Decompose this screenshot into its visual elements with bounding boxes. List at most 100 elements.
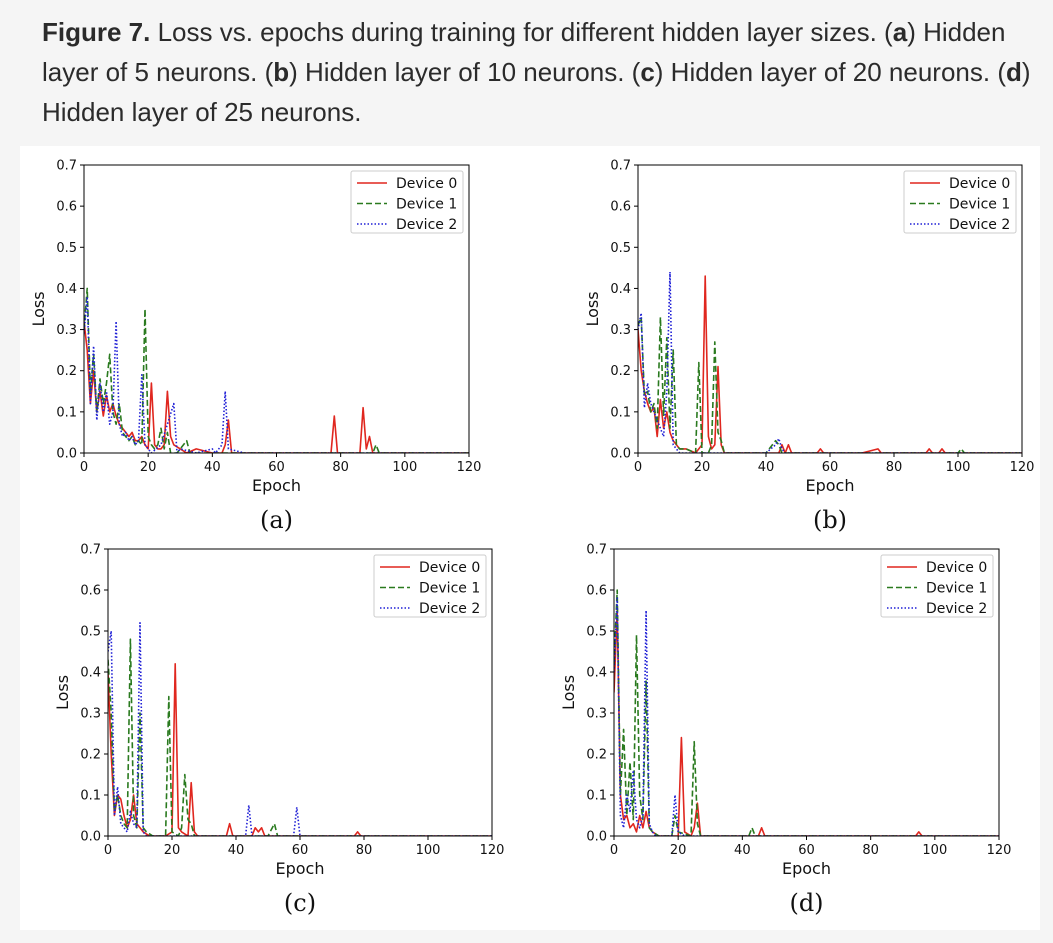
legend-b: Device 0 Device 1 Device 2	[903, 170, 1017, 234]
y-tick-label: 0.6	[80, 584, 101, 599]
x-axis-label: Epoch	[782, 859, 831, 878]
y-tick-label: 0.0	[610, 447, 631, 462]
series-line-device-0	[638, 275, 1022, 453]
legend-label-device-2: Device 2	[926, 601, 987, 617]
y-tick-label: 0.7	[586, 543, 607, 558]
legend-a: Device 0 Device 1 Device 2	[350, 170, 464, 234]
series-line-device-0	[84, 321, 469, 453]
subpanel-label-d: (d)	[789, 889, 823, 917]
x-tick-label: 0	[634, 460, 642, 475]
y-tick-label: 0.0	[80, 830, 101, 845]
series-line-device-1	[84, 287, 469, 453]
subpanel-label-c: (c)	[284, 889, 316, 917]
y-tick-label: 0.2	[80, 748, 101, 763]
caption-text-2: ) Hidden layer of 5 neurons. (	[42, 17, 1006, 87]
x-tick-label: 80	[886, 460, 903, 475]
legend-label-device-2: Device 2	[396, 217, 457, 233]
legend-box	[350, 170, 464, 234]
y-tick-label: 0.1	[586, 789, 607, 804]
caption-letter-c: c	[640, 57, 655, 87]
x-tick-label: 120	[1010, 460, 1035, 475]
caption-letter-b: b	[273, 57, 290, 87]
x-tick-label: 60	[292, 843, 309, 858]
y-tick-label: 0.6	[610, 200, 631, 215]
series-line-device-1	[108, 638, 492, 836]
x-tick-label: 40	[204, 460, 221, 475]
x-tick-label: 20	[670, 843, 687, 858]
y-tick-label: 0.2	[586, 748, 607, 763]
subpanel-label-a: (a)	[260, 506, 293, 534]
series-line-device-0	[614, 609, 999, 836]
x-axis-label: Epoch	[276, 859, 325, 878]
y-tick-label: 0.6	[56, 200, 77, 215]
x-tick-label: 80	[332, 460, 349, 475]
legend-label-device-1: Device 1	[396, 197, 457, 213]
legend-c: Device 0 Device 1 Device 2	[373, 554, 487, 618]
x-tick-label: 40	[734, 843, 751, 858]
plot-area-b	[638, 271, 1022, 453]
y-axis-label: Loss	[559, 675, 578, 710]
y-tick-label: 0.5	[56, 241, 77, 256]
x-tick-label: 100	[416, 843, 441, 858]
x-tick-label: 60	[268, 460, 285, 475]
y-tick-label: 0.1	[80, 789, 101, 804]
legend-label-device-0: Device 0	[926, 560, 987, 576]
legend-label-device-1: Device 1	[926, 581, 987, 597]
y-tick-label: 0.3	[586, 707, 607, 722]
y-tick-label: 0.3	[56, 323, 77, 338]
legend-box	[880, 554, 994, 618]
legend-label-device-1: Device 1	[419, 581, 480, 597]
series-line-device-2	[614, 597, 999, 836]
x-tick-label: 120	[480, 843, 505, 858]
x-tick-label: 20	[164, 843, 181, 858]
legend-label-device-0: Device 0	[396, 176, 457, 192]
figure-caption: Figure 7. Loss vs. epochs during trainin…	[42, 12, 1032, 132]
y-tick-label: 0.1	[56, 405, 77, 420]
series-line-device-2	[638, 271, 1022, 453]
y-tick-label: 0.4	[586, 666, 607, 681]
x-tick-label: 20	[694, 460, 711, 475]
figure-label: Figure 7.	[42, 17, 151, 47]
chart-panel-d: 0 20 40 60 80 100 120 0.0 0.1 0.2 0.3 0.4 0.5 0.6 0.7 E…	[559, 543, 1011, 918]
legend-box	[373, 554, 487, 618]
legend-label-device-2: Device 2	[419, 601, 480, 617]
legend-label-device-2: Device 2	[949, 217, 1010, 233]
legend-d: Device 0 Device 1 Device 2	[880, 554, 994, 618]
y-axis-label: Loss	[29, 291, 48, 326]
x-tick-label: 80	[862, 843, 879, 858]
y-axis-label: Loss	[583, 291, 602, 326]
y-tick-label: 0.3	[610, 323, 631, 338]
x-tick-label: 100	[392, 460, 417, 475]
y-tick-label: 0.6	[586, 584, 607, 599]
x-axis-label: Epoch	[806, 476, 855, 495]
series-line-device-0	[108, 663, 492, 836]
series-line-device-1	[614, 589, 999, 836]
y-tick-label: 0.5	[610, 241, 631, 256]
y-tick-label: 0.4	[56, 282, 77, 297]
x-tick-label: 0	[104, 843, 112, 858]
plot-area-d	[614, 589, 999, 836]
caption-letter-d: d	[1006, 57, 1022, 87]
y-tick-label: 0.5	[80, 625, 101, 640]
x-tick-label: 40	[758, 460, 775, 475]
subpanel-label-b: (b)	[813, 506, 847, 534]
y-tick-label: 0.5	[586, 625, 607, 640]
y-tick-label: 0.7	[80, 543, 101, 558]
plot-area-c	[108, 622, 492, 836]
y-tick-label: 0.0	[586, 830, 607, 845]
x-tick-label: 60	[798, 843, 815, 858]
legend-label-device-0: Device 0	[949, 176, 1010, 192]
y-tick-label: 0.7	[610, 159, 631, 174]
y-tick-label: 0.4	[80, 666, 101, 681]
plot-area-a	[84, 287, 469, 453]
x-tick-label: 100	[946, 460, 971, 475]
x-axis-label: Epoch	[252, 476, 301, 495]
x-tick-label: 120	[987, 843, 1012, 858]
legend-box	[903, 170, 1017, 234]
legend-label-device-1: Device 1	[949, 197, 1010, 213]
series-line-device-2	[84, 295, 469, 453]
x-tick-label: 40	[228, 843, 245, 858]
legend-label-device-0: Device 0	[419, 560, 480, 576]
series-line-device-1	[638, 316, 1022, 453]
